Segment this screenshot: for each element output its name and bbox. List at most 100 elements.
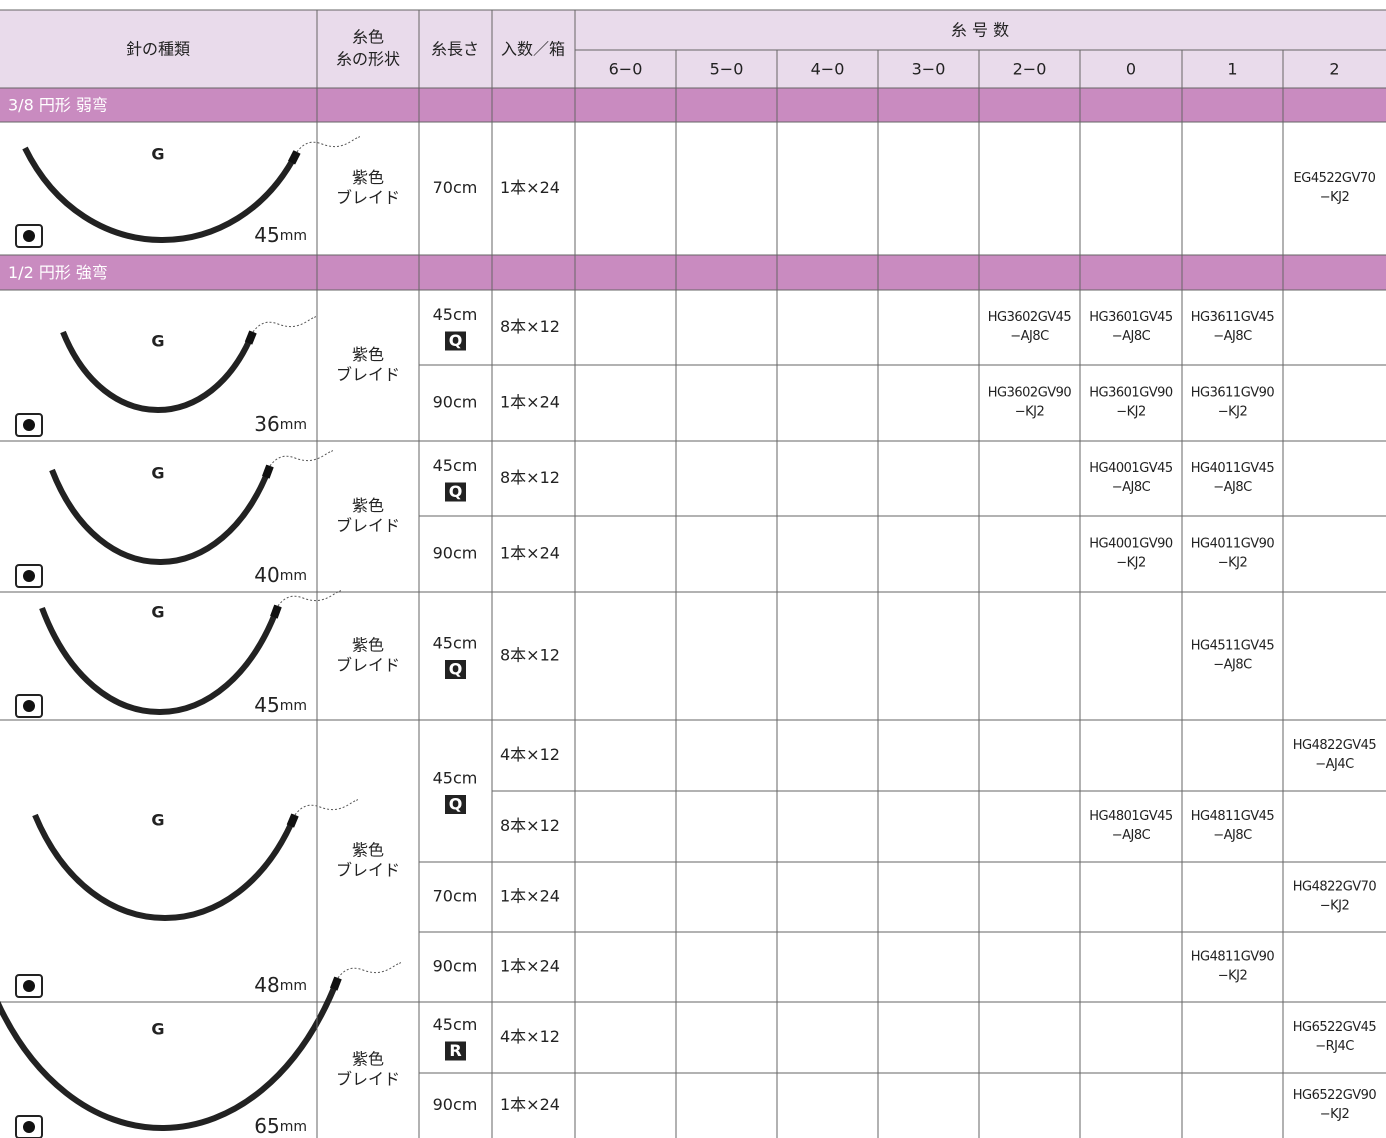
count: 4本×12 (500, 1027, 560, 1046)
count: 1本×24 (500, 178, 560, 197)
product-code: HG6522GV45 (1293, 1020, 1377, 1035)
count: 1本×24 (500, 887, 560, 906)
header-sizes-title: 糸 号 数 (951, 21, 1009, 40)
needle-swage (244, 330, 257, 345)
product-code: HG3602GV90 (988, 386, 1072, 401)
product-code-suffix: −KJ2 (1218, 969, 1248, 984)
product-code: HG4811GV45 (1191, 809, 1275, 824)
thread-color: 紫色 (352, 841, 384, 860)
header-bg (0, 10, 1386, 88)
length: 90cm (433, 393, 478, 412)
length: 45cm (433, 634, 478, 653)
header-needle: 針の種類 (126, 40, 190, 59)
size-label: 6−0 (609, 60, 643, 79)
product-code-suffix: −KJ2 (1320, 899, 1350, 914)
product-code: HG4001GV90 (1089, 537, 1173, 552)
needle-size-unit: mm (280, 417, 307, 433)
icon-dot (23, 980, 35, 992)
header-count: 入数／箱 (501, 40, 565, 59)
product-code: HG4822GV70 (1293, 880, 1377, 895)
product-code-suffix: −AJ4C (1315, 757, 1354, 772)
icon-dot (23, 230, 35, 242)
thread-tail (269, 450, 333, 467)
thread-tail (296, 136, 360, 153)
section-bg (0, 88, 1386, 122)
length: 70cm (433, 887, 478, 906)
thread-tail (277, 590, 341, 607)
product-code: HG4011GV45 (1191, 461, 1275, 476)
needle-size: 45mm (254, 693, 307, 717)
count: 8本×12 (500, 468, 560, 487)
product-code: HG3611GV45 (1191, 310, 1275, 325)
section-title: 1/2 円形 強弯 (8, 263, 108, 282)
product-code-suffix: −AJ8C (1213, 658, 1252, 673)
product-code: HG3611GV90 (1191, 386, 1275, 401)
icon-dot (23, 700, 35, 712)
badge-bg (445, 795, 466, 814)
section-title: 3/8 円形 弱弯 (8, 96, 108, 115)
length: 45cm (433, 1015, 478, 1034)
length: 45cm (433, 305, 478, 324)
product-code-suffix: −AJ8C (1213, 480, 1252, 495)
icon-dot (23, 1121, 35, 1133)
needle-size-unit: mm (280, 698, 307, 714)
thread-color: 紫色 (352, 168, 384, 187)
badge: R (449, 1041, 461, 1060)
product-code-suffix: −AJ8C (1112, 480, 1151, 495)
product-code: HG4801GV45 (1089, 809, 1173, 824)
count: 1本×24 (500, 1095, 560, 1114)
product-code: HG4011GV90 (1191, 537, 1275, 552)
needle-letter: G (151, 603, 164, 622)
product-code-suffix: −KJ2 (1320, 190, 1350, 205)
size-label: 3−0 (912, 60, 946, 79)
product-code-suffix: −AJ8C (1213, 329, 1252, 344)
badge: Q (449, 482, 463, 501)
needle-letter: G (151, 1020, 164, 1039)
needle-size-value: 45 (254, 223, 279, 247)
thread-shape: ブレイド (336, 188, 400, 207)
size-label: 2−0 (1013, 60, 1047, 79)
product-code-suffix: −AJ8C (1010, 329, 1049, 344)
needle-size-value: 40 (254, 563, 279, 587)
count: 1本×24 (500, 544, 560, 563)
thread-tail (337, 962, 401, 979)
header-thread: 糸の形状 (336, 50, 400, 69)
product-code-suffix: −AJ8C (1213, 828, 1252, 843)
needle-size-unit: mm (280, 568, 307, 584)
size-label: 4−0 (811, 60, 845, 79)
product-code-suffix: −AJ8C (1112, 828, 1151, 843)
needle-size-unit: mm (280, 978, 307, 994)
length: 90cm (433, 957, 478, 976)
needle-size-value: 65 (254, 1114, 279, 1138)
needle-size: 36mm (254, 412, 307, 436)
needle-letter: G (151, 332, 164, 351)
badge: Q (449, 795, 463, 814)
thread-color: 紫色 (352, 636, 384, 655)
needle-swage (288, 150, 301, 165)
count: 1本×24 (500, 393, 560, 412)
section-bg (0, 255, 1386, 290)
product-code: HG4822GV45 (1293, 738, 1377, 753)
thread-shape: ブレイド (336, 656, 400, 675)
count: 8本×12 (500, 646, 560, 665)
count: 4本×12 (500, 745, 560, 764)
thread-tail (294, 799, 358, 816)
needle (0, 976, 341, 1131)
badge: Q (449, 660, 463, 679)
product-code-suffix: −KJ2 (1218, 405, 1248, 420)
product-code-suffix: −KJ2 (1015, 405, 1045, 420)
product-code-suffix: −KJ2 (1218, 556, 1248, 571)
thread-shape: ブレイド (336, 516, 400, 535)
needle-swage (329, 976, 342, 991)
header-length: 糸長さ (431, 40, 479, 59)
needle (39, 604, 281, 715)
product-code: HG6522GV90 (1293, 1088, 1377, 1103)
size-label: 1 (1227, 60, 1237, 79)
count: 1本×24 (500, 957, 560, 976)
length: 90cm (433, 544, 478, 563)
needle-swage (286, 813, 299, 828)
product-code-suffix: −AJ8C (1112, 329, 1151, 344)
size-label: 5−0 (710, 60, 744, 79)
